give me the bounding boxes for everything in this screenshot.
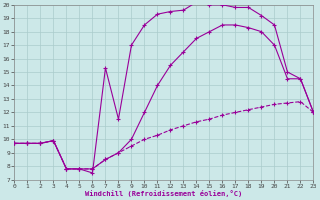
X-axis label: Windchill (Refroidissement éolien,°C): Windchill (Refroidissement éolien,°C)	[85, 190, 243, 197]
